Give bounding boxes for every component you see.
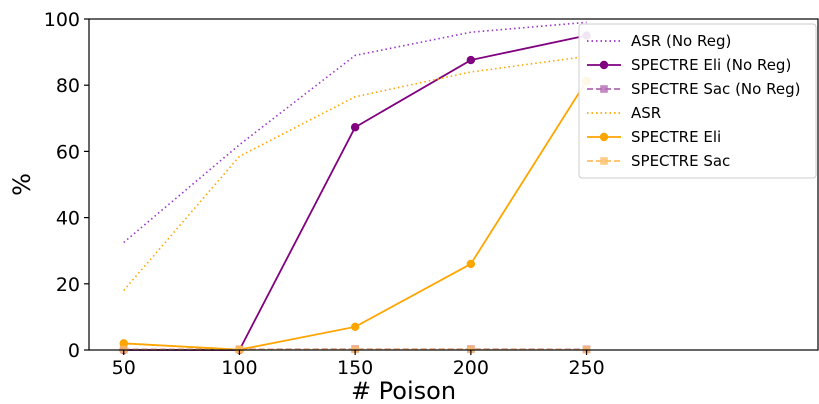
legend-swatch-marker (600, 157, 608, 165)
legend-entry: SPECTRE Eli (587, 128, 721, 146)
y-tick-label: 0 (68, 340, 80, 362)
x-axis-title: # Poison (351, 377, 456, 404)
legend-swatch-marker (599, 60, 609, 70)
legend-label: SPECTRE Sac (No Reg) (631, 80, 800, 98)
data-point (350, 123, 360, 132)
x-tick-label: 250 (568, 357, 604, 379)
legend: ASR (No Reg) SPECTRE Eli (No Reg) SPECTRE … (578, 23, 817, 179)
y-tick-label: 20 (56, 274, 80, 296)
series-3 (123, 55, 587, 291)
x-tick-label: 100 (221, 357, 257, 379)
series-line (123, 80, 588, 351)
legend-entry: ASR (No Reg) (587, 32, 731, 50)
series-4 (119, 76, 591, 354)
legend-label: ASR (631, 104, 661, 122)
x-tick-label: 150 (337, 357, 373, 379)
series-line (123, 34, 587, 351)
data-point (467, 345, 475, 354)
data-point (119, 339, 128, 348)
series-0 (123, 21, 587, 244)
plot-frame (88, 18, 819, 351)
x-tick-label: 50 (112, 357, 136, 379)
y-tick-label: 60 (56, 141, 80, 163)
data-point (351, 345, 359, 354)
legend-swatch-marker (600, 85, 608, 93)
y-tick-label: 100 (44, 9, 80, 31)
legend-label: SPECTRE Sac (631, 152, 730, 170)
series-line (123, 21, 587, 244)
legend-box (578, 23, 817, 179)
legend-label: SPECTRE Eli (631, 128, 721, 146)
axes: 50 100 150 200 250 0 20 40 60 80 100 (44, 9, 819, 379)
data-point (466, 259, 476, 269)
y-tick-label: 80 (56, 75, 80, 97)
legend-label: SPECTRE Eli (No Reg) (631, 56, 791, 74)
data-point (466, 55, 476, 65)
legend-entry: SPECTRE Sac (587, 152, 730, 170)
legend-entry: SPECTRE Eli (No Reg) (587, 56, 791, 74)
legend-entry: ASR (587, 104, 661, 122)
x-tick-label: 200 (453, 357, 489, 379)
legend-label: ASR (No Reg) (631, 32, 731, 50)
y-tick-label: 40 (56, 208, 80, 230)
legend-entry: SPECTRE Sac (No Reg) (587, 80, 800, 98)
plot-area (119, 21, 591, 355)
series-line (123, 55, 587, 291)
y-axis-title: % (8, 173, 36, 196)
data-point (350, 322, 360, 332)
series-1 (119, 31, 591, 355)
legend-swatch-marker (599, 132, 609, 142)
